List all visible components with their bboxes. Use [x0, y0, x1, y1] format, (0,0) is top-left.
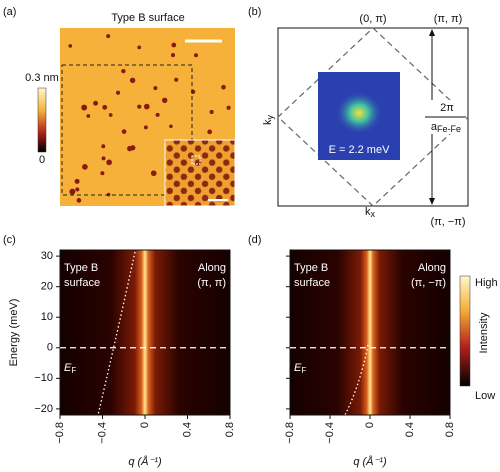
panel-label: (c) [3, 234, 16, 246]
heatmap [60, 250, 230, 415]
defect [194, 53, 199, 58]
direction-label: Along [418, 262, 446, 274]
defect [137, 45, 142, 50]
corner-label: (π, −π) [430, 216, 465, 228]
colorbar [37, 87, 47, 153]
x-tick-label: 0 [139, 422, 151, 428]
defect [75, 187, 80, 192]
y-tick-label: −10 [34, 372, 53, 384]
fermi-label: EF [64, 362, 76, 375]
x-axis-label: q (Å⁻¹) [353, 455, 387, 468]
x-tick-label: −0.8 [284, 422, 296, 444]
defect [169, 124, 173, 129]
defect [143, 125, 148, 130]
direction-label: (π, −π) [411, 277, 446, 289]
x-axis-label: q (Å⁻¹) [128, 455, 162, 468]
defect [161, 97, 168, 104]
defect [153, 86, 158, 91]
defect [108, 113, 113, 117]
x-tick-label: −0.8 [54, 422, 66, 444]
defect [127, 145, 133, 152]
y-tick-label: 0 [47, 342, 53, 354]
corner-label: (0, π) [359, 13, 386, 25]
defect [82, 163, 88, 170]
defect [86, 114, 91, 118]
defect [137, 104, 142, 109]
defect [100, 171, 105, 176]
x-tick-label: 0.8 [444, 422, 456, 437]
y-tick-label: 10 [41, 311, 53, 323]
y-tick-label: 30 [41, 250, 53, 262]
defect [93, 100, 99, 106]
defect [76, 198, 82, 203]
x-tick-label: 0.4 [181, 422, 193, 437]
defect [106, 34, 111, 39]
x-tick-label: −0.4 [96, 422, 108, 444]
panel-label: (b) [248, 6, 261, 18]
y-tick-label: 20 [41, 281, 53, 293]
heatmap [290, 250, 450, 415]
defect [121, 129, 127, 134]
defect [121, 68, 126, 74]
surface-label: surface [64, 277, 100, 289]
defect [101, 156, 106, 161]
inset-image [164, 139, 236, 207]
defect [101, 144, 106, 149]
scale-denominator: aFe-Fe [431, 121, 461, 134]
y-tick-label: −20 [34, 403, 53, 415]
arrow-head [429, 198, 435, 205]
colorbar-min: 0 [39, 154, 45, 166]
qpi-signal [335, 91, 383, 135]
colorbar-low: Low [475, 390, 495, 402]
surface-label: Type B [64, 262, 98, 274]
defect [221, 84, 226, 90]
colorbar-max: 0.3 nm [25, 72, 59, 84]
unit-cell [191, 155, 201, 165]
brillouin-zone [277, 27, 469, 207]
corner-label: (π, π) [434, 13, 463, 25]
defect [226, 105, 231, 110]
x-tick-label: −0.4 [324, 422, 336, 444]
colorbar-high: High [475, 277, 498, 289]
ky-label: ky [262, 115, 275, 126]
defect [69, 188, 76, 195]
direction-label: (π, π) [197, 277, 226, 289]
defect [155, 112, 160, 117]
panel-title: Type B surface [111, 12, 184, 24]
fermi-label: EF [294, 362, 306, 375]
colorbar [459, 275, 471, 387]
defect [102, 104, 108, 110]
defect [74, 178, 80, 184]
defect [68, 44, 73, 48]
scale-numerator: 2π [440, 102, 454, 114]
arrow-head [429, 29, 435, 36]
surface-label: Type B [294, 262, 328, 274]
defect [171, 42, 177, 48]
x-tick-label: 0.8 [224, 422, 236, 437]
zoom-box [61, 64, 193, 196]
y-axis-label: Energy (meV) [8, 299, 20, 367]
panel-label: (a) [3, 6, 16, 18]
defect [170, 53, 176, 58]
kx-label: kx [365, 206, 376, 219]
defect [209, 109, 214, 115]
defect [129, 77, 136, 84]
colorbar-title: Intensity [478, 312, 490, 353]
surface-label: surface [294, 277, 330, 289]
defect [174, 77, 179, 82]
defect [143, 103, 150, 110]
x-tick-label: 0.4 [404, 422, 416, 437]
panel-label: (d) [248, 234, 261, 246]
defect [81, 104, 88, 111]
defect [115, 90, 121, 95]
direction-label: Along [198, 262, 226, 274]
defects [68, 34, 231, 203]
defect [150, 170, 157, 177]
energy-label: E = 2.2 meV [329, 144, 391, 156]
defect [106, 159, 112, 166]
x-tick-label: 0 [364, 422, 376, 428]
defect [207, 129, 213, 135]
